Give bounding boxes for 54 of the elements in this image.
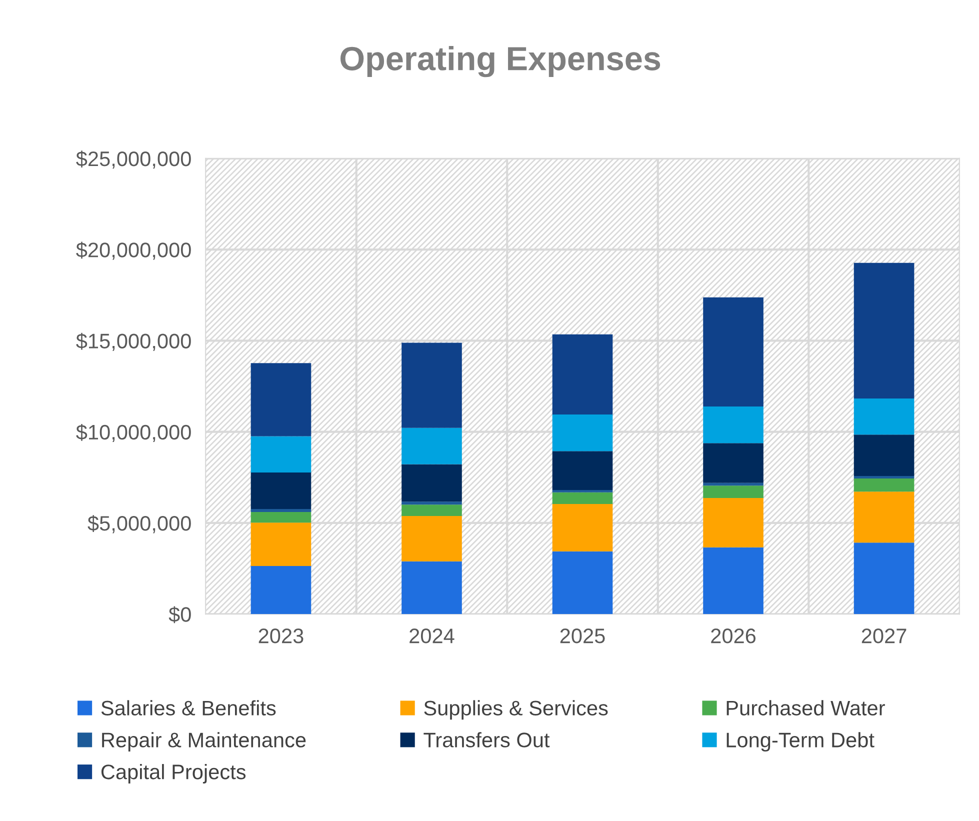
legend-label: Capital Projects: [101, 764, 246, 784]
bar: [250, 522, 312, 566]
y-tick-label: $15,000,000: [76, 332, 191, 351]
bar: [854, 476, 914, 479]
bar: [402, 464, 462, 502]
bar: [402, 516, 462, 562]
bar: [854, 492, 914, 543]
bar: [552, 504, 613, 552]
bar: [854, 262, 914, 398]
bar: [552, 492, 613, 504]
legend-label: Repair & Maintenance: [102, 732, 306, 752]
bar: [402, 561, 462, 614]
bar: [250, 508, 312, 512]
x-tick-label: 2024: [410, 628, 454, 644]
bar: [703, 297, 764, 407]
bar: [250, 512, 312, 523]
bar: [402, 502, 462, 505]
bar: [402, 342, 462, 428]
legend-label: Transfers Out: [424, 732, 550, 748]
bar: [854, 478, 914, 492]
bar: [552, 490, 613, 492]
bar: [402, 428, 462, 464]
legend-label: Supplies & Services: [424, 700, 608, 720]
legend-label: Salaries & Benefits: [101, 700, 276, 716]
bar: [703, 406, 764, 444]
bar: [854, 542, 914, 614]
bar: [703, 482, 764, 486]
x-tick-label: 2027: [862, 628, 906, 644]
bar: [854, 434, 914, 476]
y-tick-label: $20,000,000: [76, 242, 191, 260]
bar: [250, 436, 312, 472]
y-tick-label: $10,000,000: [76, 424, 191, 442]
bar: [552, 414, 613, 452]
y-tick-label: $5,000,000: [88, 515, 191, 534]
bar: [250, 566, 312, 614]
chart-title: Operating Expenses: [340, 46, 660, 78]
bar: [854, 398, 914, 435]
bar: [552, 451, 613, 490]
bar: [703, 486, 764, 498]
x-tick-label: 2023: [258, 628, 304, 644]
y-tick-label: $25,000,000: [76, 150, 191, 169]
bar: [703, 547, 764, 614]
bar: [703, 443, 764, 483]
legend-label: Purchased Water: [726, 700, 885, 716]
bar: [250, 363, 312, 436]
x-tick-label: 2026: [711, 628, 756, 644]
bar: [402, 504, 462, 516]
bar: [250, 472, 312, 509]
legend-label: Long-Term Debt: [726, 732, 874, 752]
x-tick-label: 2025: [560, 628, 605, 644]
bar: [703, 498, 764, 548]
y-tick-label: $0: [168, 606, 191, 624]
bar: [552, 334, 613, 415]
bar: [552, 551, 613, 614]
